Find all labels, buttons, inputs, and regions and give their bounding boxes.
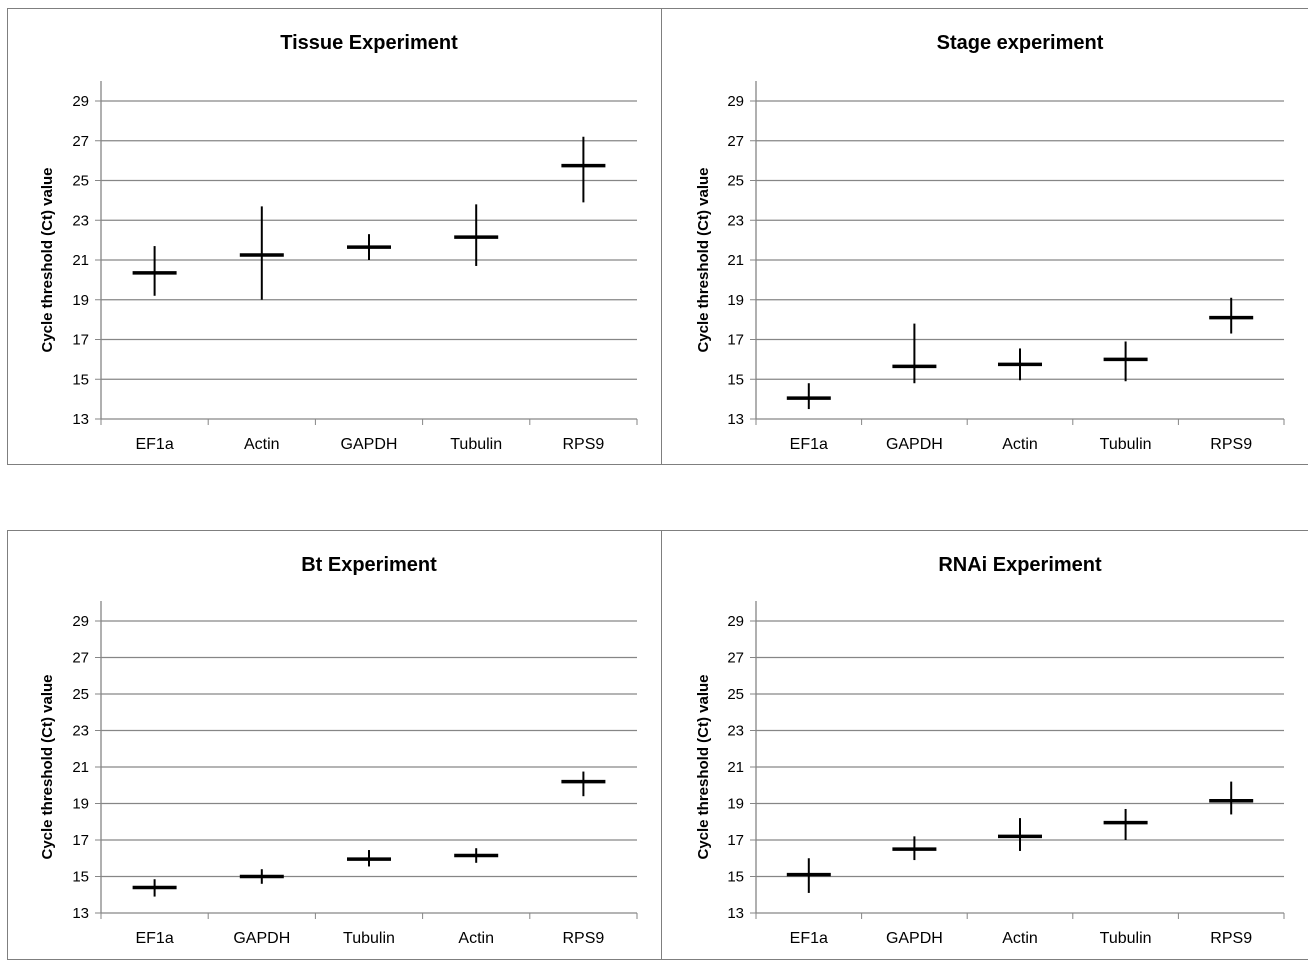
y-tick-label: 29 [727,613,744,630]
x-category-label: EF1a [135,930,173,947]
y-tick-label: 23 [727,723,744,740]
y-tick-label: 13 [727,411,744,428]
y-tick-label: 13 [72,905,89,922]
y-tick-label: 25 [727,173,744,190]
x-category-label: RPS9 [563,436,605,453]
x-category-label: GAPDH [886,930,943,947]
x-category-label: Actin [1002,436,1038,453]
y-tick-label: 15 [727,869,744,886]
x-category-label: Actin [244,436,280,453]
y-tick-label: 21 [72,759,89,776]
y-tick-label: 17 [727,832,744,849]
x-category-label: EF1a [790,930,828,947]
y-tick-label: 15 [72,869,89,886]
y-tick-label: 19 [727,796,744,813]
chart-title: Tissue Experiment [280,32,458,54]
x-category-label: RPS9 [563,930,605,947]
y-tick-label: 29 [72,613,89,630]
y-tick-label: 21 [72,252,89,269]
chart-panel-tissue: Tissue Experiment Cycle threshold (Ct) va… [7,8,662,465]
y-tick-label: 15 [727,371,744,388]
x-category-label: EF1a [790,436,828,453]
x-category-label: Actin [1002,930,1038,947]
chart-title: RNAi Experiment [938,554,1102,576]
x-category-label: Tubulin [450,436,502,453]
y-tick-label: 27 [72,650,89,667]
chart-title: Stage experiment [937,32,1104,54]
y-tick-label: 23 [72,723,89,740]
x-category-label: Tubulin [343,930,395,947]
y-axis-label: Cycle threshold (Ct) value [695,167,712,352]
x-category-label: GAPDH [886,436,943,453]
y-axis-label: Cycle threshold (Ct) value [695,674,712,859]
y-tick-label: 29 [72,93,89,110]
chart-svg: Bt Experiment Cycle threshold (Ct) value 1… [39,554,638,947]
y-tick-label: 19 [72,796,89,813]
x-category-label: RPS9 [1210,436,1252,453]
y-tick-label: 25 [727,686,744,703]
y-tick-label: 19 [727,292,744,309]
chart-svg: RNAi Experiment Cycle threshold (Ct) valu… [695,554,1285,947]
y-tick-label: 25 [72,173,89,190]
y-tick-label: 27 [72,133,89,150]
y-tick-label: 23 [72,212,89,229]
y-tick-label: 23 [727,212,744,229]
y-tick-label: 15 [72,371,89,388]
y-tick-label: 13 [72,411,89,428]
x-category-label: Tubulin [1100,436,1152,453]
y-tick-label: 19 [72,292,89,309]
y-tick-label: 27 [727,133,744,150]
x-category-label: EF1a [135,436,173,453]
y-tick-label: 17 [72,832,89,849]
x-category-label: Actin [458,930,494,947]
chart-panel-bt: Bt Experiment Cycle threshold (Ct) value 1… [7,530,662,960]
x-category-label: Tubulin [1100,930,1152,947]
x-category-label: GAPDH [233,930,290,947]
y-tick-label: 17 [727,332,744,349]
y-tick-label: 21 [727,759,744,776]
y-axis-label: Cycle threshold (Ct) value [39,167,56,352]
x-category-label: GAPDH [341,436,398,453]
chart-svg: Tissue Experiment Cycle threshold (Ct) va… [39,32,638,453]
y-axis-label: Cycle threshold (Ct) value [39,674,56,859]
y-tick-label: 17 [72,332,89,349]
y-tick-label: 13 [727,905,744,922]
y-tick-label: 21 [727,252,744,269]
chart-panel-stage: Stage experiment Cycle threshold (Ct) val… [661,8,1308,465]
x-category-label: RPS9 [1210,930,1252,947]
chart-title: Bt Experiment [301,554,437,576]
y-tick-label: 29 [727,93,744,110]
y-tick-label: 27 [727,650,744,667]
chart-svg: Stage experiment Cycle threshold (Ct) val… [695,32,1285,453]
chart-panel-rnai: RNAi Experiment Cycle threshold (Ct) valu… [661,530,1308,960]
y-tick-label: 25 [72,686,89,703]
